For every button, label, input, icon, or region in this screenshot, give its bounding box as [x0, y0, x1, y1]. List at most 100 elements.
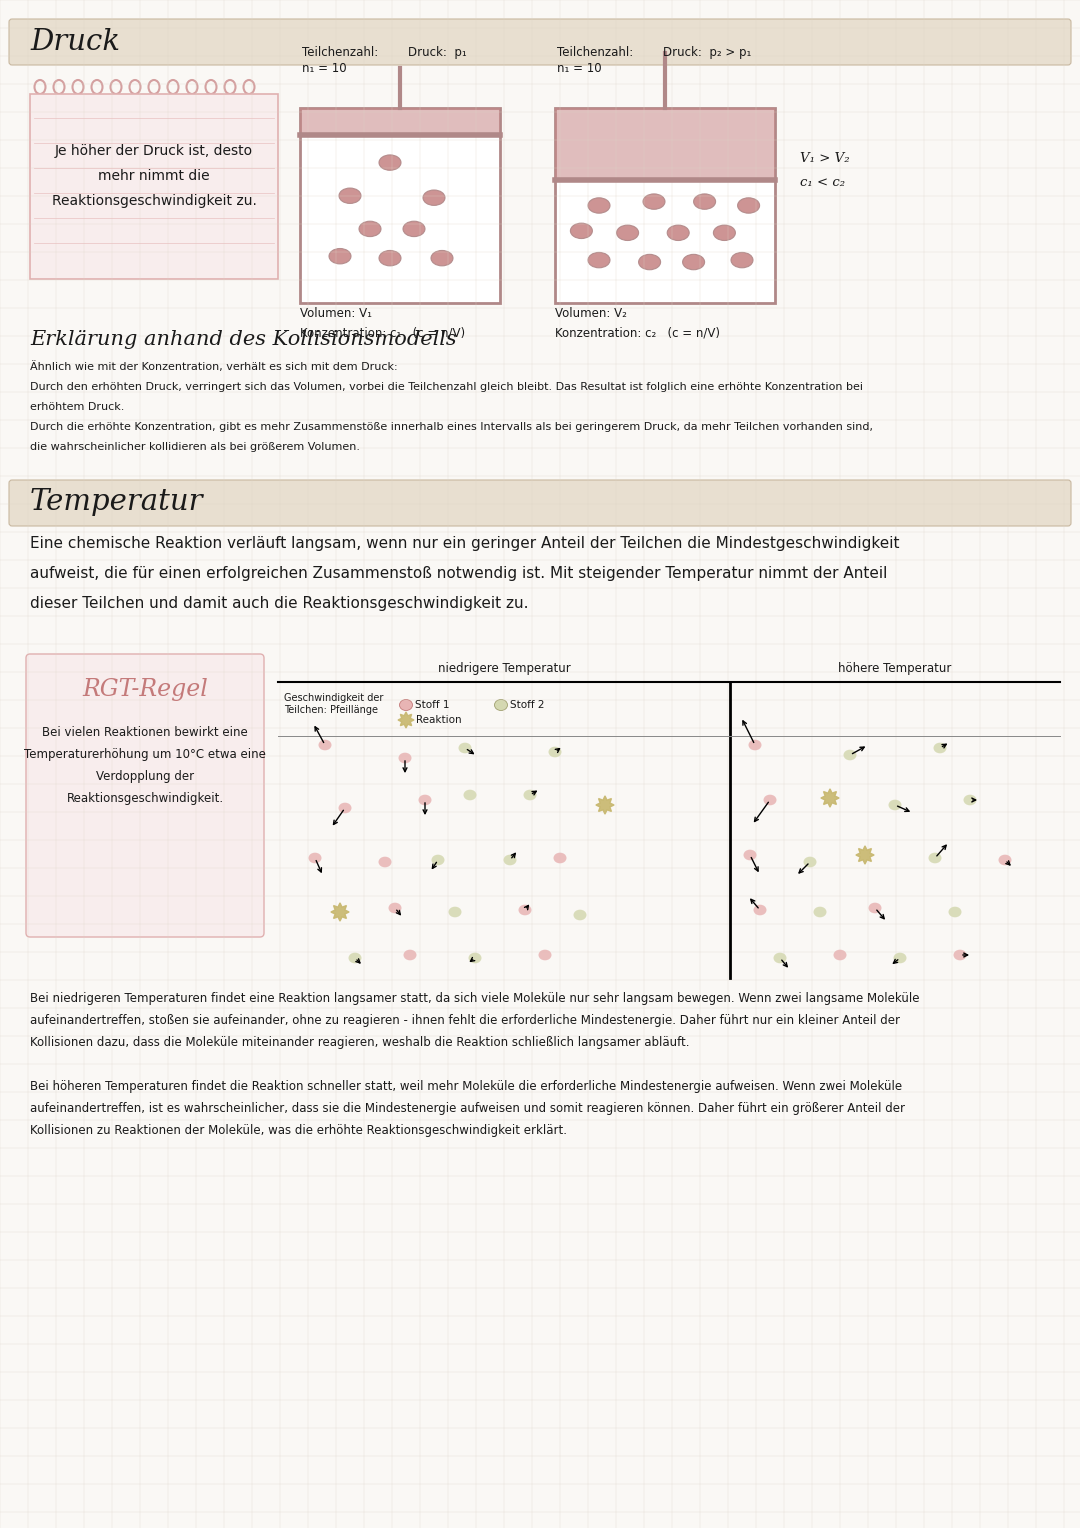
- Text: V₁ > V₂: V₁ > V₂: [800, 151, 850, 165]
- Text: Ähnlich wie mit der Konzentration, verhält es sich mit dem Druck:: Ähnlich wie mit der Konzentration, verhä…: [30, 361, 397, 371]
- Ellipse shape: [432, 854, 445, 865]
- Text: Stoff 1: Stoff 1: [415, 700, 449, 711]
- Ellipse shape: [309, 853, 322, 863]
- Ellipse shape: [773, 952, 786, 963]
- Text: Durch den erhöhten Druck, verringert sich das Volumen, vorbei die Teilchenzahl g: Durch den erhöhten Druck, verringert sic…: [30, 382, 863, 393]
- Ellipse shape: [92, 79, 103, 95]
- Text: Druck:  p₂ > p₁: Druck: p₂ > p₁: [663, 46, 752, 60]
- Text: Druck:  p₁: Druck: p₁: [408, 46, 467, 60]
- Ellipse shape: [638, 254, 661, 270]
- Text: aufeinandertreffen, stoßen sie aufeinander, ohne zu reagieren - ihnen fehlt die : aufeinandertreffen, stoßen sie aufeinand…: [30, 1015, 900, 1027]
- Ellipse shape: [319, 740, 332, 750]
- Ellipse shape: [463, 790, 476, 801]
- Text: Temperatur: Temperatur: [30, 487, 203, 516]
- Ellipse shape: [205, 79, 216, 95]
- Text: Erklärung anhand des Kollisionsmodells: Erklärung anhand des Kollisionsmodells: [30, 330, 457, 348]
- Text: dieser Teilchen und damit auch die Reaktionsgeschwindigkeit zu.: dieser Teilchen und damit auch die Reakt…: [30, 596, 528, 611]
- Ellipse shape: [588, 252, 610, 267]
- Ellipse shape: [459, 743, 472, 753]
- Text: niedrigere Temperatur: niedrigere Temperatur: [437, 662, 570, 675]
- Text: Reaktion: Reaktion: [416, 715, 461, 724]
- Ellipse shape: [929, 853, 942, 863]
- Polygon shape: [596, 796, 615, 814]
- Ellipse shape: [889, 799, 902, 810]
- Text: Teilchen: Pfeillänge: Teilchen: Pfeillänge: [284, 704, 378, 715]
- Ellipse shape: [804, 857, 816, 868]
- Ellipse shape: [933, 743, 946, 753]
- Text: Reaktionsgeschwindigkeit.: Reaktionsgeschwindigkeit.: [67, 792, 224, 805]
- Text: aufeinandertreffen, ist es wahrscheinlicher, dass sie die Mindestenergie aufweis: aufeinandertreffen, ist es wahrscheinlic…: [30, 1102, 905, 1115]
- Ellipse shape: [524, 790, 537, 801]
- Ellipse shape: [329, 249, 351, 264]
- Ellipse shape: [748, 740, 761, 750]
- Text: RGT-Regel: RGT-Regel: [82, 678, 207, 701]
- Ellipse shape: [954, 950, 967, 960]
- Ellipse shape: [400, 700, 413, 711]
- Ellipse shape: [570, 223, 593, 238]
- Text: Durch die erhöhte Konzentration, gibt es mehr Zusammenstöße innerhalb eines Inte: Durch die erhöhte Konzentration, gibt es…: [30, 422, 873, 432]
- Text: Teilchenzahl:: Teilchenzahl:: [302, 46, 378, 60]
- Bar: [300, 108, 500, 303]
- Text: Eine chemische Reaktion verläuft langsam, wenn nur ein geringer Anteil der Teilc: Eine chemische Reaktion verläuft langsam…: [30, 536, 900, 552]
- FancyBboxPatch shape: [26, 654, 264, 937]
- Ellipse shape: [963, 795, 976, 805]
- Ellipse shape: [683, 254, 704, 270]
- Ellipse shape: [54, 79, 65, 95]
- Ellipse shape: [738, 197, 759, 214]
- Ellipse shape: [72, 79, 83, 95]
- Ellipse shape: [518, 905, 531, 915]
- Text: Volumen: V₁: Volumen: V₁: [300, 307, 372, 319]
- Bar: [555, 108, 775, 303]
- Ellipse shape: [167, 79, 178, 95]
- Text: höhere Temperatur: höhere Temperatur: [838, 662, 951, 675]
- Ellipse shape: [588, 197, 610, 214]
- Ellipse shape: [149, 79, 160, 95]
- Ellipse shape: [35, 79, 45, 95]
- Ellipse shape: [130, 79, 140, 95]
- Polygon shape: [821, 788, 839, 807]
- Ellipse shape: [714, 225, 735, 240]
- Text: Kollisionen zu Reaktionen der Moleküle, was die erhöhte Reaktionsgeschwindigkeit: Kollisionen zu Reaktionen der Moleküle, …: [30, 1125, 567, 1137]
- Polygon shape: [855, 847, 874, 865]
- Text: erhöhtem Druck.: erhöhtem Druck.: [30, 402, 124, 413]
- Ellipse shape: [868, 903, 881, 914]
- Ellipse shape: [554, 853, 567, 863]
- Ellipse shape: [359, 222, 381, 237]
- Ellipse shape: [834, 950, 847, 960]
- Text: Konzentration: c₂   (c = n/V): Konzentration: c₂ (c = n/V): [555, 327, 720, 341]
- Ellipse shape: [403, 222, 426, 237]
- Ellipse shape: [404, 950, 417, 960]
- Polygon shape: [399, 712, 414, 727]
- Ellipse shape: [999, 854, 1012, 865]
- Bar: [300, 108, 500, 136]
- Polygon shape: [330, 903, 349, 921]
- Text: Je höher der Druck ist, desto: Je höher der Druck ist, desto: [55, 144, 253, 157]
- Ellipse shape: [843, 750, 856, 761]
- Ellipse shape: [948, 906, 961, 917]
- FancyBboxPatch shape: [9, 480, 1071, 526]
- Text: aufweist, die für einen erfolgreichen Zusammenstoß notwendig ist. Mit steigender: aufweist, die für einen erfolgreichen Zu…: [30, 565, 888, 581]
- Ellipse shape: [503, 854, 516, 865]
- Ellipse shape: [754, 905, 767, 915]
- Text: n₁ = 10: n₁ = 10: [302, 63, 347, 75]
- Ellipse shape: [643, 194, 665, 209]
- Text: Reaktionsgeschwindigkeit zu.: Reaktionsgeschwindigkeit zu.: [52, 194, 256, 208]
- Ellipse shape: [339, 188, 361, 203]
- Text: Teilchenzahl:: Teilchenzahl:: [557, 46, 633, 60]
- Ellipse shape: [419, 795, 432, 805]
- Text: n₁ = 10: n₁ = 10: [557, 63, 602, 75]
- Ellipse shape: [667, 225, 689, 240]
- Text: mehr nimmt die: mehr nimmt die: [98, 170, 210, 183]
- Bar: [555, 108, 775, 180]
- Ellipse shape: [379, 251, 401, 266]
- Text: Konzentration: c₁   (c = n/V): Konzentration: c₁ (c = n/V): [300, 327, 465, 341]
- Ellipse shape: [573, 909, 586, 920]
- Text: Bei vielen Reaktionen bewirkt eine: Bei vielen Reaktionen bewirkt eine: [42, 726, 248, 740]
- Ellipse shape: [893, 952, 906, 963]
- Ellipse shape: [431, 251, 453, 266]
- FancyBboxPatch shape: [30, 95, 278, 280]
- Ellipse shape: [469, 952, 482, 963]
- Ellipse shape: [399, 753, 411, 764]
- Text: Volumen: V₂: Volumen: V₂: [555, 307, 626, 319]
- Text: Bei niedrigeren Temperaturen findet eine Reaktion langsamer statt, da sich viele: Bei niedrigeren Temperaturen findet eine…: [30, 992, 919, 1005]
